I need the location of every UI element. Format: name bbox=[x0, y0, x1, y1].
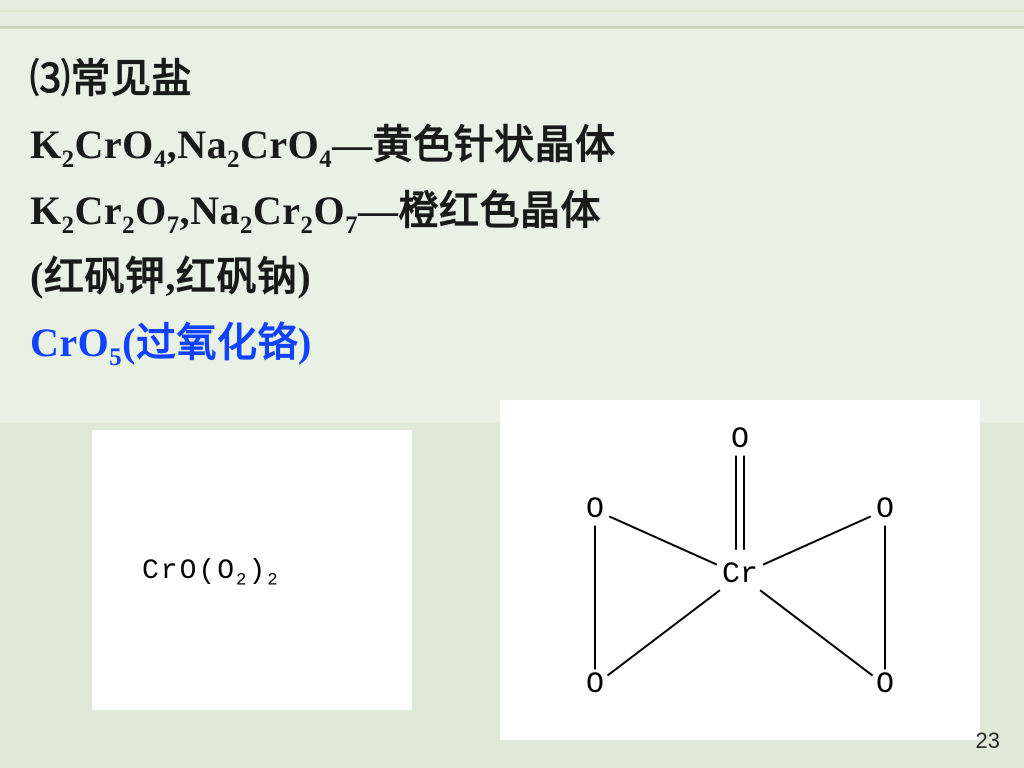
svg-text:O: O bbox=[876, 493, 894, 527]
l1-text: 常见盐 bbox=[71, 56, 193, 101]
l3-f2-mid: Cr bbox=[253, 188, 301, 233]
l3-f1-s1: 2 bbox=[62, 212, 75, 239]
svg-text:O: O bbox=[586, 668, 604, 702]
l2-f1-mid: CrO bbox=[75, 122, 154, 167]
l3-f2-s2: 2 bbox=[301, 212, 314, 239]
l3-f1-s2: 2 bbox=[122, 212, 135, 239]
l2-f2-mid: CrO bbox=[240, 122, 319, 167]
molecule-diagram: Cr O O O O O bbox=[500, 400, 980, 740]
line-1: ⑶常见盐 bbox=[30, 46, 192, 104]
l3-dash: — bbox=[358, 188, 399, 233]
line-4: (红矾钾,红矾钠) bbox=[30, 244, 311, 302]
formula-suffix: ) bbox=[248, 556, 267, 587]
l2-sep: , bbox=[167, 122, 178, 167]
l3-f2-s3: 7 bbox=[345, 212, 358, 239]
page-number: 23 bbox=[976, 728, 1000, 754]
l2-f2-base: Na bbox=[177, 122, 227, 167]
l2-f1-s2: 4 bbox=[154, 146, 167, 173]
l2-f2-s1: 2 bbox=[227, 146, 240, 173]
formula-prefix: CrO(O bbox=[142, 556, 236, 587]
l3-f2-mid2: O bbox=[313, 188, 345, 233]
l3-f1-base: K bbox=[30, 188, 62, 233]
l5-f-s: 5 bbox=[109, 344, 122, 371]
l3-sep: , bbox=[180, 188, 191, 233]
l2-f1-base: K bbox=[30, 122, 62, 167]
line-2: K2CrO4,Na2CrO4—黄色针状晶体 bbox=[30, 112, 616, 170]
formula-sub1: 2 bbox=[236, 572, 248, 591]
l1-prefix: ⑶ bbox=[30, 56, 71, 101]
svg-text:Cr: Cr bbox=[722, 558, 758, 592]
slide-top-accent bbox=[0, 10, 1024, 12]
l2-desc: 黄色针状晶体 bbox=[373, 122, 616, 167]
l3-f1-s3: 7 bbox=[167, 212, 180, 239]
l3-f1-mid2: O bbox=[135, 188, 167, 233]
line-3: K2Cr2O7,Na2Cr2O7—橙红色晶体 bbox=[30, 178, 601, 236]
svg-text:O: O bbox=[876, 668, 894, 702]
l2-dash: — bbox=[332, 122, 373, 167]
formula-sub2: 2 bbox=[267, 572, 279, 591]
l2-f1-s1: 2 bbox=[62, 146, 75, 173]
l4-text: (红矾钾,红矾钠) bbox=[30, 254, 311, 299]
l3-f2-s1: 2 bbox=[240, 212, 253, 239]
l2-f2-s2: 4 bbox=[319, 146, 332, 173]
slide-top-strip bbox=[0, 0, 1024, 29]
l3-f2-base: Na bbox=[190, 188, 240, 233]
svg-text:O: O bbox=[586, 493, 604, 527]
l3-f1-mid: Cr bbox=[75, 188, 123, 233]
l5-desc: (过氧化铬) bbox=[122, 320, 312, 365]
line-5: CrO5(过氧化铬) bbox=[30, 310, 312, 368]
l3-desc: 橙红色晶体 bbox=[398, 188, 601, 233]
l5-f-base: CrO bbox=[30, 320, 109, 365]
svg-text:O: O bbox=[731, 423, 749, 457]
molecule-svg: Cr O O O O O bbox=[500, 400, 980, 740]
formula-label: CrO(O2)2 bbox=[142, 556, 280, 587]
